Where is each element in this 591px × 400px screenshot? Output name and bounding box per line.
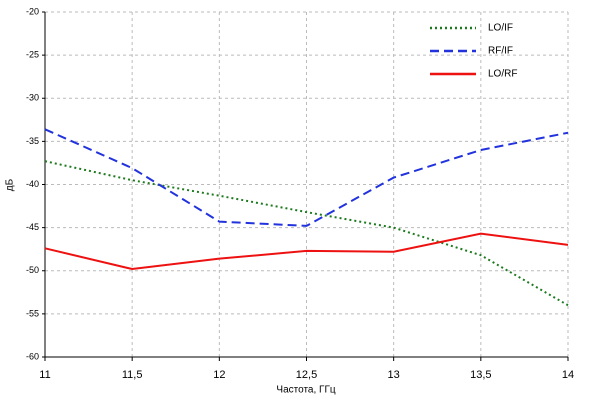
y-tick-label: -55 [26,308,39,318]
y-tick-label: -40 [26,179,39,189]
y-tick-label: -45 [26,222,39,232]
series-line [44,160,569,307]
x-tick-label: 13 [388,369,400,381]
y-tick-label: -60 [26,351,39,361]
legend-label: LO/RF [488,69,517,80]
x-tick-label: 11 [39,369,50,381]
x-tick-label: 14 [562,369,574,381]
y-tick-label: -25 [26,50,39,60]
legend-label: LO/IF [488,23,513,34]
x-tick-label: 13,5 [470,369,491,381]
x-axis-label: Частота, ГГц [276,385,335,396]
series-line [44,232,569,271]
legend-label: RF/IF [488,46,513,57]
y-axis-label: дБ [5,178,16,191]
y-tick-label: -30 [26,93,39,103]
y-tick-label: -20 [26,6,39,16]
x-tick-label: 12 [213,369,225,381]
y-tick-label: -35 [26,136,39,146]
series-line [44,128,569,227]
y-tick-label: -50 [26,265,39,275]
x-tick-label: 12,5 [296,369,317,381]
x-tick-label: 11,5 [122,369,143,381]
